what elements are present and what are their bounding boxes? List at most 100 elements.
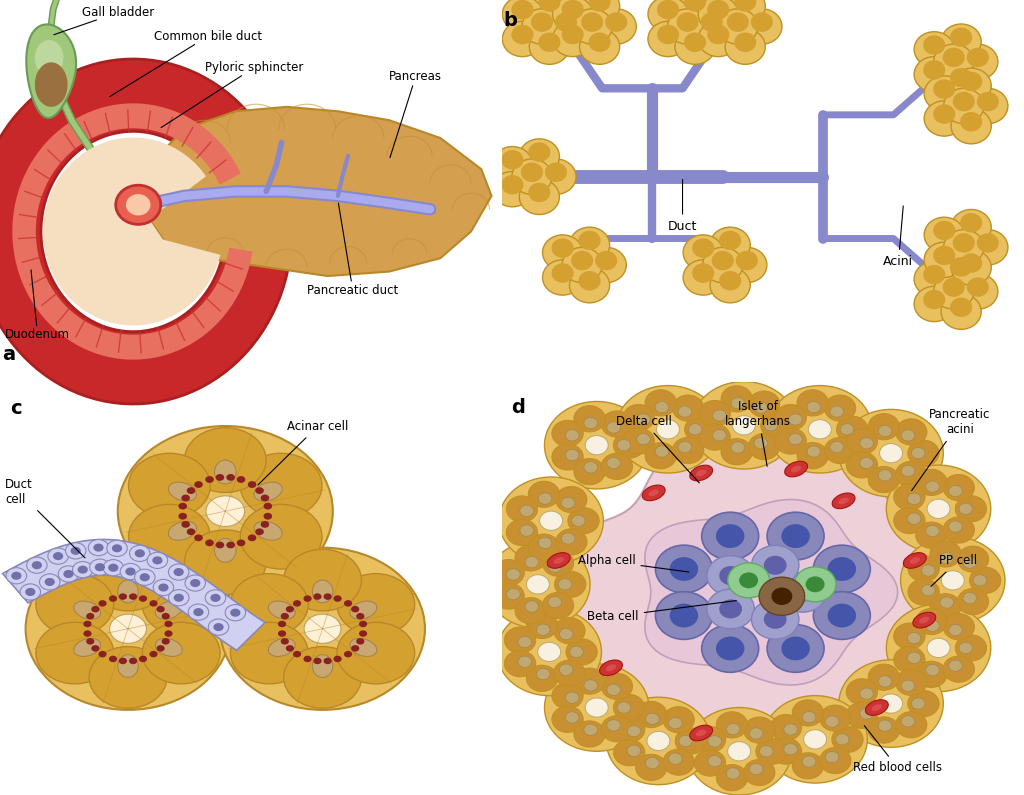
Circle shape — [648, 0, 688, 32]
Circle shape — [623, 405, 654, 431]
Circle shape — [751, 13, 773, 32]
Circle shape — [174, 594, 184, 602]
Circle shape — [208, 619, 228, 635]
Circle shape — [687, 708, 792, 795]
Circle shape — [568, 507, 599, 534]
Circle shape — [559, 628, 573, 640]
Ellipse shape — [696, 730, 707, 736]
Circle shape — [216, 541, 224, 549]
Circle shape — [727, 247, 767, 283]
Circle shape — [543, 260, 583, 295]
Circle shape — [943, 614, 975, 640]
Circle shape — [555, 571, 586, 598]
Circle shape — [879, 720, 892, 731]
Circle shape — [797, 390, 828, 416]
Circle shape — [957, 546, 988, 572]
Circle shape — [324, 593, 332, 599]
Ellipse shape — [74, 638, 100, 657]
Circle shape — [739, 572, 758, 588]
Circle shape — [943, 656, 975, 682]
Circle shape — [606, 697, 711, 785]
Circle shape — [112, 545, 122, 553]
Circle shape — [139, 656, 147, 662]
Circle shape — [601, 453, 633, 479]
Circle shape — [572, 9, 612, 45]
Circle shape — [911, 698, 925, 709]
Circle shape — [226, 474, 234, 481]
Circle shape — [118, 426, 333, 596]
Circle shape — [529, 0, 569, 24]
Circle shape — [36, 622, 114, 684]
Text: a: a — [2, 345, 15, 364]
Ellipse shape — [350, 638, 377, 657]
Circle shape — [601, 673, 633, 700]
Circle shape — [926, 481, 939, 492]
Circle shape — [675, 0, 715, 24]
Circle shape — [281, 638, 289, 645]
Circle shape — [743, 759, 775, 785]
Circle shape — [109, 656, 117, 662]
Circle shape — [688, 424, 701, 435]
Circle shape — [119, 657, 127, 664]
Circle shape — [707, 589, 755, 629]
Circle shape — [205, 476, 214, 483]
Circle shape — [337, 574, 415, 635]
Ellipse shape — [599, 660, 623, 676]
Circle shape — [914, 56, 954, 92]
Circle shape — [165, 621, 173, 627]
Circle shape — [788, 413, 802, 425]
Ellipse shape — [254, 522, 283, 541]
Ellipse shape — [554, 557, 564, 564]
Circle shape — [519, 179, 559, 215]
Polygon shape — [3, 540, 265, 650]
Circle shape — [184, 428, 266, 492]
Circle shape — [552, 444, 584, 470]
Circle shape — [536, 159, 577, 194]
Circle shape — [181, 494, 189, 502]
Circle shape — [90, 559, 111, 576]
Circle shape — [607, 421, 621, 433]
Circle shape — [237, 476, 246, 483]
Circle shape — [553, 0, 593, 32]
Text: c: c — [10, 399, 22, 418]
Circle shape — [950, 28, 972, 47]
Text: Gall bladder: Gall bladder — [54, 6, 155, 35]
Circle shape — [89, 549, 167, 611]
Text: Duct
cell: Duct cell — [5, 478, 85, 558]
Circle shape — [831, 727, 863, 752]
Circle shape — [648, 21, 688, 56]
Circle shape — [313, 593, 322, 599]
Circle shape — [95, 563, 105, 572]
Circle shape — [303, 595, 311, 602]
Circle shape — [162, 613, 170, 619]
Circle shape — [607, 457, 621, 469]
Ellipse shape — [920, 617, 930, 623]
Circle shape — [907, 652, 921, 664]
Circle shape — [230, 609, 241, 617]
Circle shape — [185, 575, 206, 591]
Circle shape — [11, 572, 22, 580]
Circle shape — [669, 717, 682, 729]
Circle shape — [543, 235, 583, 270]
Circle shape — [868, 467, 899, 493]
Circle shape — [941, 571, 965, 590]
Circle shape — [71, 547, 81, 555]
Circle shape — [324, 657, 332, 664]
Circle shape — [973, 575, 987, 586]
Circle shape — [657, 25, 679, 45]
Circle shape — [344, 600, 352, 607]
Circle shape — [543, 550, 573, 576]
Circle shape — [793, 753, 823, 779]
Circle shape — [968, 88, 1008, 124]
Circle shape — [518, 656, 531, 668]
Circle shape — [933, 221, 955, 240]
Circle shape — [540, 511, 562, 530]
Ellipse shape — [690, 725, 713, 741]
Circle shape — [53, 552, 63, 560]
Circle shape — [940, 553, 953, 564]
Circle shape — [934, 45, 974, 80]
Circle shape — [48, 548, 69, 564]
Text: b: b — [504, 11, 518, 30]
Circle shape — [565, 429, 579, 441]
Circle shape — [955, 496, 986, 522]
